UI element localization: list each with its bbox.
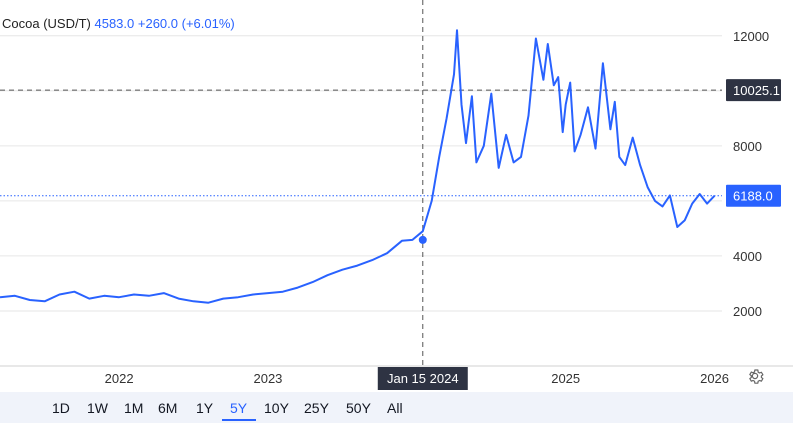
x-tick-label: 2023 — [253, 371, 282, 386]
crosshair-point-marker — [418, 235, 427, 244]
gear-icon[interactable] — [746, 367, 764, 385]
y-tick-label: 2000 — [733, 304, 762, 319]
range-button-50y[interactable]: 50Y — [346, 400, 371, 416]
symbol-label: Cocoa (USD/T) — [2, 16, 91, 31]
chart-header: Cocoa (USD/T) 4583.0 +260.0 (+6.01%) — [2, 16, 235, 31]
range-button-5y[interactable]: 5Y — [230, 400, 248, 416]
range-button-6m[interactable]: 6M — [158, 400, 178, 416]
price-chart[interactable]: 2000 4000 8000 12000 2022 2023 2025 2026 10025.1… — [0, 0, 793, 392]
crosshair-price-tag-bg — [726, 79, 781, 102]
crosshair-date-tag: Jan 15 2024 — [377, 367, 468, 390]
x-tick-label: 2025 — [551, 371, 580, 386]
last-price-tag-bg — [726, 184, 781, 207]
range-button-all[interactable]: All — [387, 400, 403, 416]
active-range-underline — [222, 419, 256, 421]
range-button-1w[interactable]: 1W — [87, 400, 108, 416]
price-value: 4583.0 — [94, 16, 135, 31]
price-series-line — [0, 29, 716, 304]
x-tick-label: 2026 — [700, 371, 729, 386]
range-button-25y[interactable]: 25Y — [304, 400, 329, 416]
last-price-tag-text: 6188.0 — [733, 189, 773, 204]
range-button-1d[interactable]: 1D — [52, 400, 70, 416]
crosshair-date-tag-bg — [377, 367, 468, 390]
x-tick-label: 2022 — [105, 371, 134, 386]
y-tick-label: 12000 — [733, 29, 769, 44]
crosshair-date-tag-text: Jan 15 2024 — [387, 371, 459, 386]
range-button-1y[interactable]: 1Y — [196, 400, 214, 416]
range-selector: 1D 1W 1M 6M 1Y 5Y 10Y 25Y 50Y All — [0, 392, 793, 423]
y-tick-label: 8000 — [733, 139, 762, 154]
crosshair-price-tag: 10025.1 — [726, 79, 781, 102]
y-tick-label: 4000 — [733, 249, 762, 264]
range-button-10y[interactable]: 10Y — [264, 400, 289, 416]
last-price-tag: 6188.0 — [726, 184, 781, 207]
price-change: +260.0 (+6.01%) — [137, 16, 235, 31]
range-button-1m[interactable]: 1M — [124, 400, 144, 416]
crosshair-price-tag-text: 10025.1 — [733, 83, 780, 98]
